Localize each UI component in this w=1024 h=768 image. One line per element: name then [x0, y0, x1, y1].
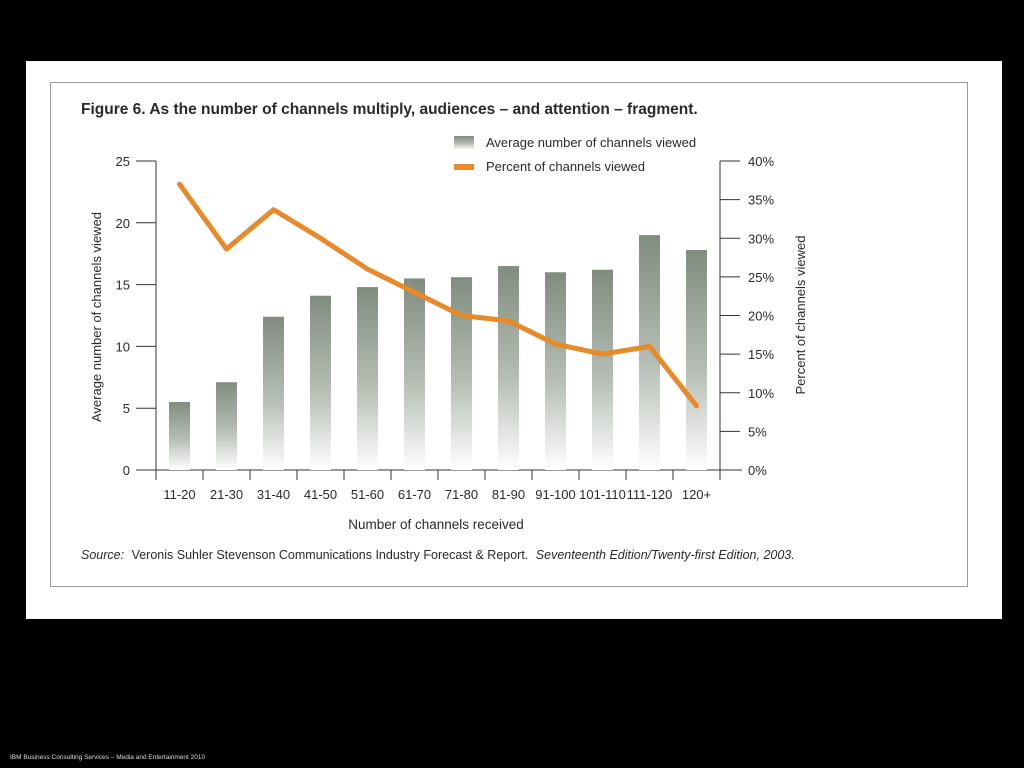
y2-tick-label: 15%	[748, 347, 774, 362]
bar-series	[169, 235, 707, 470]
legend-label-line: Percent of channels viewed	[486, 159, 645, 174]
legend-swatch-bars	[454, 136, 474, 150]
legend-swatch-line	[454, 164, 474, 170]
bar	[169, 402, 190, 470]
y2-tick-label: 0%	[748, 463, 767, 478]
series-line-percent	[177, 181, 699, 409]
x-tick-label: 31-40	[257, 487, 290, 502]
bar	[357, 287, 378, 470]
y-tick-label: 20	[116, 216, 130, 231]
x-axis-label: Number of channels received	[348, 517, 524, 532]
source-note: Source: Veronis Suhler Stevenson Communi…	[81, 548, 795, 562]
bar	[498, 266, 519, 470]
x-tick-label: 11-20	[163, 487, 195, 502]
bar	[216, 382, 237, 470]
x-tick-label: 61-70	[398, 487, 431, 502]
x-tick-label: 91-100	[535, 487, 575, 502]
y2-tick-label: 20%	[748, 309, 774, 324]
legend: Average number of channels viewed Percen…	[454, 135, 696, 174]
x-tick-label: 41-50	[304, 487, 337, 502]
x-tick-label: 21-30	[210, 487, 243, 502]
bar	[263, 316, 284, 470]
y-tick-label: 5	[123, 401, 130, 416]
y2-tick-label: 10%	[748, 386, 774, 401]
y2-tick-label: 5%	[748, 424, 767, 439]
y2-tick-label: 30%	[748, 231, 774, 246]
figure-frame	[50, 82, 968, 587]
y-tick-label: 15	[116, 278, 130, 293]
source-text: Veronis Suhler Stevenson Communications …	[132, 548, 529, 562]
bar	[451, 277, 472, 470]
line-series	[177, 181, 699, 409]
footer-note: IBM Business Consulting Services – Media…	[10, 754, 206, 761]
bar	[592, 269, 613, 470]
x-tick-label: 120+	[682, 487, 711, 502]
legend-label-bars: Average number of channels viewed	[486, 135, 696, 150]
bar	[686, 249, 707, 470]
chart-title: Figure 6. As the number of channels mult…	[81, 101, 698, 118]
x-tick-label: 101-110	[579, 487, 626, 502]
y2-axis-label: Percent of channels viewed	[793, 236, 808, 395]
y-tick-label: 10	[116, 339, 130, 354]
bar	[404, 278, 425, 470]
chart: Figure 6. As the number of channels mult…	[81, 101, 808, 562]
x-tick-label: 81-90	[492, 487, 525, 502]
bar	[639, 235, 660, 470]
source-label: Source:	[81, 548, 124, 562]
x-tick-label: 51-60	[351, 487, 384, 502]
y-axis-label: Average number of channels viewed	[89, 212, 104, 422]
bar	[310, 295, 331, 470]
bar	[545, 272, 566, 470]
slide-panel: Figure 6. As the number of channels mult…	[26, 61, 1002, 619]
y2-tick-label: 40%	[748, 154, 774, 169]
tick-labels: 0 5 10 15 20 25 0% 5% 10% 15% 20% 25% 30% 35% 40% 11-20…	[116, 154, 775, 502]
x-tick-label: 111-120	[627, 487, 673, 502]
y-tick-label: 25	[116, 154, 130, 169]
y2-tick-label: 35%	[748, 193, 774, 208]
y-tick-label: 0	[123, 463, 130, 478]
source-edition: Seventeenth Edition/Twenty-first Edition…	[536, 548, 795, 562]
y2-tick-label: 25%	[748, 270, 774, 285]
x-tick-label: 71-80	[445, 487, 478, 502]
